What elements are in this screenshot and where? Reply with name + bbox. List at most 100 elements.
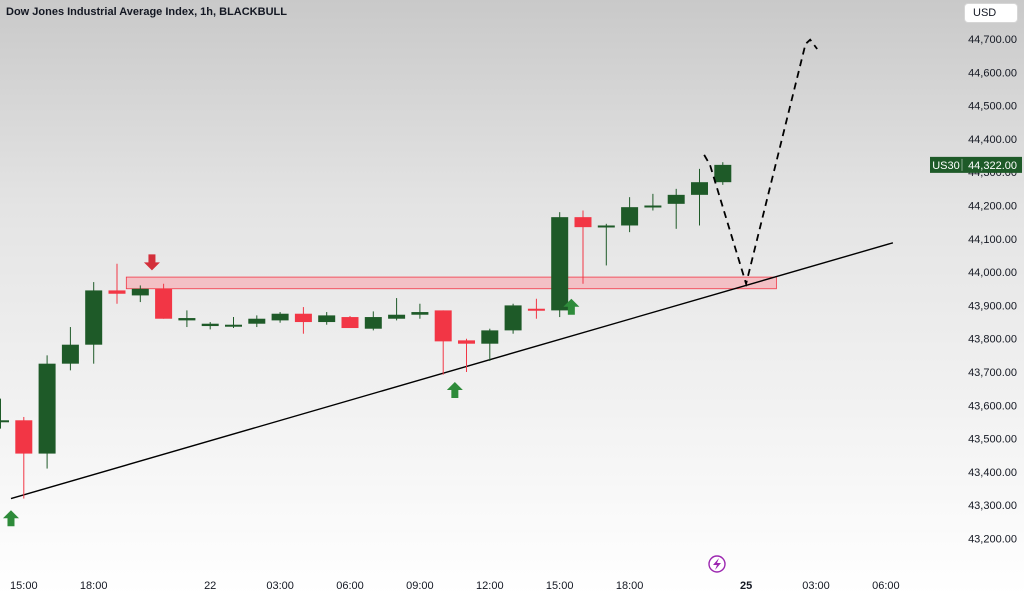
candle-body — [155, 288, 173, 319]
x-tick-label: 06:00 — [872, 580, 900, 592]
candle[interactable] — [527, 298, 545, 319]
candle[interactable] — [388, 298, 406, 321]
y-tick-label: 43,900.00 — [968, 300, 1017, 312]
candle-body — [691, 182, 708, 195]
resistance-zone[interactable] — [125, 276, 777, 290]
candle-body — [85, 290, 103, 345]
x-tick-label: 18:00 — [80, 580, 108, 592]
candle-body — [294, 313, 312, 323]
up-arrow-icon — [2, 510, 19, 527]
y-tick-label: 43,600.00 — [968, 400, 1017, 412]
currency-selector[interactable]: USD — [964, 3, 1018, 23]
y-tick-label: 43,200.00 — [968, 534, 1017, 546]
x-tick-label: 25 — [740, 580, 752, 592]
candle-body — [318, 315, 336, 323]
candle-body — [38, 363, 56, 454]
candle[interactable] — [364, 311, 382, 331]
candle-body — [667, 194, 685, 204]
candle-body — [178, 318, 196, 321]
x-tick-label: 03:00 — [802, 580, 830, 592]
candle[interactable] — [621, 197, 639, 233]
candle[interactable] — [714, 162, 732, 185]
candle-body — [225, 324, 242, 327]
candle[interactable] — [411, 303, 429, 319]
candle[interactable] — [38, 355, 56, 469]
candle-body — [131, 288, 149, 296]
candle-body — [597, 225, 615, 228]
y-tick-label: 44,200.00 — [968, 201, 1017, 213]
candle[interactable] — [691, 168, 708, 226]
candle[interactable] — [201, 322, 219, 330]
y-tick-label: 43,400.00 — [968, 467, 1017, 479]
candle[interactable] — [178, 310, 196, 328]
candle-body — [61, 344, 79, 364]
candle[interactable] — [574, 210, 592, 284]
candle[interactable] — [434, 310, 452, 375]
candle[interactable] — [458, 338, 475, 372]
candle-body — [551, 217, 569, 311]
lightning-icon[interactable] — [708, 555, 726, 573]
price-label-bg — [930, 156, 1022, 173]
x-tick-label: 09:00 — [406, 580, 434, 592]
y-tick-label: 44,500.00 — [968, 101, 1017, 113]
candle-body — [15, 420, 33, 454]
candle[interactable] — [248, 315, 266, 328]
y-tick-label: 43,500.00 — [968, 434, 1017, 446]
symbol-label: US30 — [932, 160, 960, 172]
current-price-label: US30 44,322.00 — [930, 156, 1022, 173]
y-tick-label: 44,000.00 — [968, 267, 1017, 279]
x-tick-label: 12:00 — [476, 580, 504, 592]
x-tick-label: 18:00 — [616, 580, 644, 592]
candle[interactable] — [131, 285, 149, 303]
x-tick-label: 22 — [204, 580, 216, 592]
candle[interactable] — [225, 317, 242, 329]
up-arrow-icon — [563, 298, 580, 315]
candle[interactable] — [597, 223, 615, 266]
candle[interactable] — [108, 263, 126, 304]
candle-body — [364, 317, 382, 329]
candle-body — [527, 308, 545, 311]
candle[interactable] — [481, 328, 499, 362]
candle-body — [411, 312, 429, 315]
last-price-value: 44,322.00 — [968, 160, 1017, 172]
candle-body — [248, 318, 266, 324]
candle[interactable] — [551, 212, 569, 318]
candle[interactable] — [271, 312, 289, 323]
candle-body — [621, 207, 639, 226]
candle[interactable] — [61, 327, 79, 371]
candle-body — [201, 323, 219, 327]
x-tick-label: 03:00 — [266, 580, 294, 592]
up-arrow-icon — [446, 381, 463, 398]
y-tick-label: 43,700.00 — [968, 367, 1017, 379]
candle[interactable] — [0, 398, 9, 429]
candle-body — [108, 290, 126, 294]
candle[interactable] — [15, 416, 33, 499]
candle-body — [504, 305, 522, 331]
candle-body — [481, 330, 499, 344]
candle[interactable] — [644, 193, 662, 211]
x-tick-label: 06:00 — [336, 580, 364, 592]
candle-body — [0, 420, 9, 423]
candle[interactable] — [294, 307, 312, 334]
y-tick-label: 44,400.00 — [968, 134, 1017, 146]
candle-body — [341, 317, 359, 329]
candle-body — [714, 164, 732, 183]
y-tick-label: 44,700.00 — [968, 34, 1017, 46]
candle[interactable] — [318, 312, 336, 325]
candle-body — [458, 340, 475, 344]
projection-path[interactable] — [703, 38, 818, 288]
candle-body — [644, 205, 662, 208]
candle[interactable] — [341, 316, 359, 329]
candle-body — [434, 310, 452, 342]
down-arrow-icon — [143, 254, 160, 271]
chart-title: Dow Jones Industrial Average Index, 1h, … — [6, 6, 287, 18]
y-tick-label: 44,100.00 — [968, 234, 1017, 246]
candle[interactable] — [667, 188, 685, 229]
candle[interactable] — [504, 303, 522, 334]
candle-body — [271, 313, 289, 321]
y-tick-label: 43,300.00 — [968, 500, 1017, 512]
candle[interactable] — [85, 282, 103, 364]
x-tick-label: 15:00 — [10, 580, 38, 592]
candle[interactable] — [155, 283, 173, 319]
